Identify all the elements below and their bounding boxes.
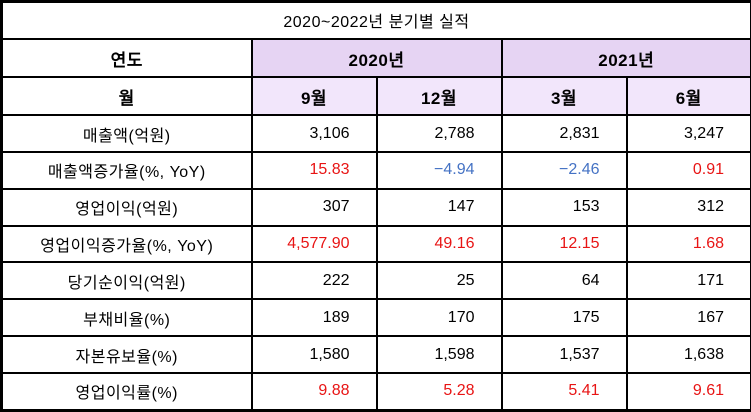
year-row-label: 연도 <box>0 37 253 79</box>
value-cell: 1,598 <box>375 335 503 374</box>
value-cell: 1,638 <box>625 335 751 374</box>
value-cell: 175 <box>500 298 628 338</box>
value-cell: 5.41 <box>500 371 628 412</box>
row-label-revenue: 매출액(억원) <box>0 114 253 154</box>
table-row: 당기순이익(억원) 222 25 64 171 <box>0 261 751 301</box>
value-cell: 2,788 <box>375 114 503 154</box>
value-cell: −4.94 <box>375 151 503 190</box>
value-cell: 9.61 <box>625 371 751 412</box>
value-cell: 170 <box>375 298 503 338</box>
value-cell: 9.88 <box>250 371 378 412</box>
year-2021-header: 2021년 <box>500 37 751 79</box>
row-label-revenue-growth: 매출액증가율(%, YoY) <box>0 151 253 190</box>
value-cell: 4,577.90 <box>250 224 378 264</box>
value-cell: 5.28 <box>375 371 503 412</box>
row-label-debt-ratio: 부채비율(%) <box>0 298 253 338</box>
value-cell: 3,106 <box>250 114 378 154</box>
value-cell: 2,831 <box>500 114 628 154</box>
value-cell: 1.68 <box>625 224 751 264</box>
value-cell: 307 <box>250 187 378 227</box>
value-cell: 312 <box>625 187 751 227</box>
table-title: 2020~2022년 분기별 실적 <box>0 0 751 40</box>
year-header-row: 연도 2020년 2021년 <box>0 37 751 79</box>
row-label-net-income: 당기순이익(억원) <box>0 261 253 301</box>
value-cell: 3,247 <box>625 114 751 154</box>
value-cell: 171 <box>625 261 751 301</box>
value-cell: 147 <box>375 187 503 227</box>
table-row: 영업이익률(%) 9.88 5.28 5.41 9.61 <box>0 371 751 412</box>
value-cell: 222 <box>250 261 378 301</box>
table-row: 자본유보율(%) 1,580 1,598 1,537 1,638 <box>0 335 751 374</box>
value-cell: 15.83 <box>250 151 378 190</box>
table-row: 영업이익(억원) 307 147 153 312 <box>0 187 751 227</box>
month-header-jun: 6월 <box>625 76 751 117</box>
month-header-sep: 9월 <box>250 76 378 117</box>
value-cell: 49.16 <box>375 224 503 264</box>
month-header-mar: 3월 <box>500 76 628 117</box>
month-header-dec: 12월 <box>375 76 503 117</box>
value-cell: 153 <box>500 187 628 227</box>
value-cell: 189 <box>250 298 378 338</box>
value-cell: 64 <box>500 261 628 301</box>
table-row: 매출액(억원) 3,106 2,788 2,831 3,247 <box>0 114 751 154</box>
row-label-operating-profit-growth: 영업이익증가율(%, YoY) <box>0 224 253 264</box>
table-row: 영업이익증가율(%, YoY) 4,577.90 49.16 12.15 1.6… <box>0 224 751 264</box>
month-header-row: 월 9월 12월 3월 6월 <box>0 76 751 117</box>
row-label-operating-margin: 영업이익률(%) <box>0 371 253 412</box>
value-cell: 1,537 <box>500 335 628 374</box>
row-label-capital-reserve-ratio: 자본유보율(%) <box>0 335 253 374</box>
value-cell: 0.91 <box>625 151 751 190</box>
row-label-operating-profit: 영업이익(억원) <box>0 187 253 227</box>
value-cell: 167 <box>625 298 751 338</box>
table-row: 매출액증가율(%, YoY) 15.83 −4.94 −2.46 0.91 <box>0 151 751 190</box>
month-row-label: 월 <box>0 76 253 117</box>
value-cell: 12.15 <box>500 224 628 264</box>
table-row: 부채비율(%) 189 170 175 167 <box>0 298 751 338</box>
value-cell: 25 <box>375 261 503 301</box>
title-row: 2020~2022년 분기별 실적 <box>0 0 751 40</box>
year-2020-header: 2020년 <box>250 37 503 79</box>
value-cell: −2.46 <box>500 151 628 190</box>
value-cell: 1,580 <box>250 335 378 374</box>
